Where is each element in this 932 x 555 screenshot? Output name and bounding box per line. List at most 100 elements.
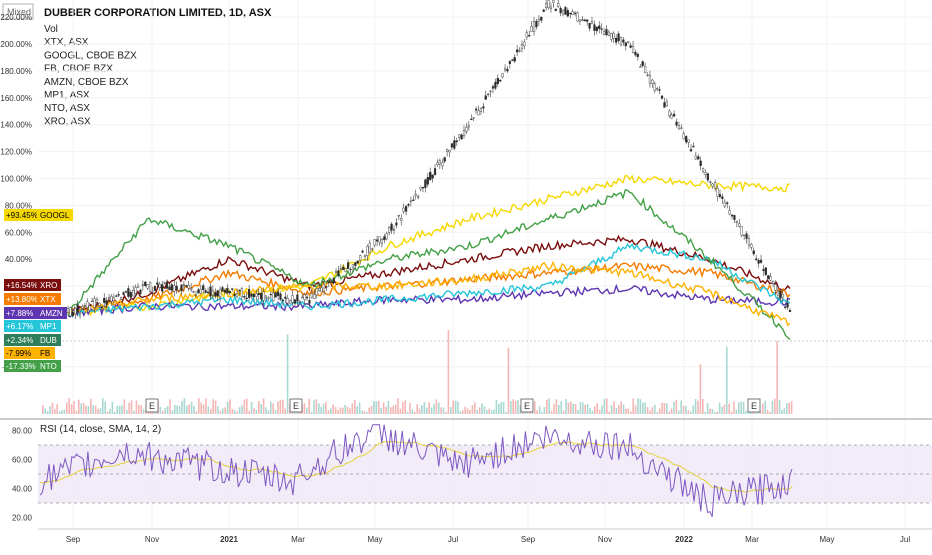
candle-body: [721, 196, 724, 199]
volume-bar: [358, 402, 361, 414]
price-badge-fb: -7.99% FB: [4, 347, 55, 359]
y-tick-label: 40.00%: [5, 255, 32, 264]
volume-bar: [426, 407, 428, 414]
volume-bar: [572, 403, 574, 414]
candle-body: [496, 78, 499, 85]
candle-body: [409, 200, 412, 202]
volume-bar: [250, 401, 253, 414]
x-tick-label: Mar: [745, 535, 759, 544]
candle-body: [487, 93, 490, 96]
candle-body: [260, 293, 263, 300]
candle-body: [233, 293, 236, 296]
volume-bar: [164, 407, 166, 414]
candle-body: [373, 239, 376, 246]
volume-bar: [277, 401, 279, 414]
volume-bar: [716, 411, 718, 414]
volume-bar: [730, 411, 733, 414]
volume-bar: [212, 399, 214, 414]
candle-body: [310, 292, 313, 298]
price-badge-nto: -17.33% NTO: [4, 360, 61, 372]
legend-item[interactable]: Vol: [44, 24, 58, 35]
earnings-marker[interactable]: E: [520, 398, 534, 413]
volume-bar: [759, 411, 762, 414]
rsi-tick-label: 40.00: [12, 485, 33, 494]
series-lines: [67, 174, 791, 340]
rsi-title: RSI (14, close, SMA, 14, 2): [40, 424, 161, 435]
legend-item[interactable]: NTO, ASX: [44, 103, 90, 114]
price-badge-amzn: +7.88% AMZN: [4, 307, 67, 319]
badge-value: -17.33%: [6, 362, 36, 371]
candle-body: [631, 45, 635, 53]
candle-body: [100, 306, 103, 308]
legend-item[interactable]: FB, CBOE BZX: [44, 64, 113, 75]
volume-bar: [574, 404, 577, 414]
volume-bar: [536, 410, 538, 414]
volume-bar: [142, 408, 145, 414]
candle-body: [327, 281, 330, 284]
candle-body: [221, 287, 224, 292]
price-badge-googl: +93.45% GOOGL: [4, 209, 73, 221]
volume-bar: [644, 402, 646, 414]
legend-item[interactable]: XTX, ASX: [44, 37, 89, 48]
volume-bar: [274, 410, 277, 414]
legend-item[interactable]: MP1, ASX: [44, 90, 90, 101]
legend-item[interactable]: GOOGL, CBOE BZX: [44, 50, 137, 61]
legend-item[interactable]: XRO, ASX: [44, 116, 91, 127]
candle-body: [170, 284, 173, 291]
candle-body: [76, 304, 79, 313]
candle-body: [680, 127, 683, 129]
candle-body: [726, 202, 729, 205]
volume-bar: [190, 401, 193, 414]
volume-bar: [615, 407, 618, 414]
volume-bar: [661, 402, 663, 414]
volume-bar: [210, 408, 212, 414]
scale-mode-button[interactable]: Mixed: [2, 3, 34, 20]
earnings-marker[interactable]: E: [145, 398, 159, 413]
badge-symbol: FB: [40, 349, 50, 358]
candle-body: [383, 236, 386, 240]
volume-bar: [519, 405, 522, 414]
volume-bar: [613, 401, 615, 414]
candle-body: [141, 284, 144, 287]
candle-body: [494, 81, 497, 89]
volume-bar: [790, 401, 793, 414]
candle-body: [257, 293, 260, 296]
volume-bar: [656, 411, 658, 414]
earnings-marker[interactable]: E: [747, 398, 761, 413]
candle-body: [144, 281, 147, 286]
x-tick-label: May: [819, 535, 834, 544]
price-badge-xro: +16.54% XRO: [4, 279, 61, 291]
volume-bar: [738, 402, 740, 414]
volume-bar: [711, 408, 714, 414]
candle-body: [545, 3, 548, 8]
rsi-tick-label: 20.00: [12, 514, 33, 523]
volume-bar: [248, 410, 250, 414]
candle-body: [139, 289, 142, 294]
candle-body: [701, 168, 705, 172]
candle-body: [501, 73, 504, 78]
candle-body: [590, 21, 594, 25]
earnings-marker[interactable]: E: [289, 398, 303, 413]
candle-body: [250, 293, 253, 297]
candle-body: [269, 293, 272, 296]
candle-body: [286, 298, 289, 304]
badge-value: +16.54%: [6, 281, 38, 290]
volume-bar: [567, 402, 570, 414]
volume-bar: [488, 408, 490, 414]
candle-body: [450, 143, 454, 148]
legend-item[interactable]: AMZN, CBOE BZX: [44, 77, 129, 88]
candle-body: [110, 295, 113, 302]
x-tick-label: 2022: [675, 535, 693, 544]
candle-body: [648, 75, 652, 84]
candle-body: [619, 37, 623, 46]
series-line-fb: [67, 260, 791, 327]
volume-bar: [255, 409, 258, 414]
candle-body: [279, 293, 282, 300]
candle-body: [426, 177, 429, 185]
volume-bar: [694, 398, 697, 414]
candle-body: [168, 286, 171, 291]
y-tick-label: 60.00%: [5, 228, 32, 237]
volume-bar: [486, 409, 488, 414]
